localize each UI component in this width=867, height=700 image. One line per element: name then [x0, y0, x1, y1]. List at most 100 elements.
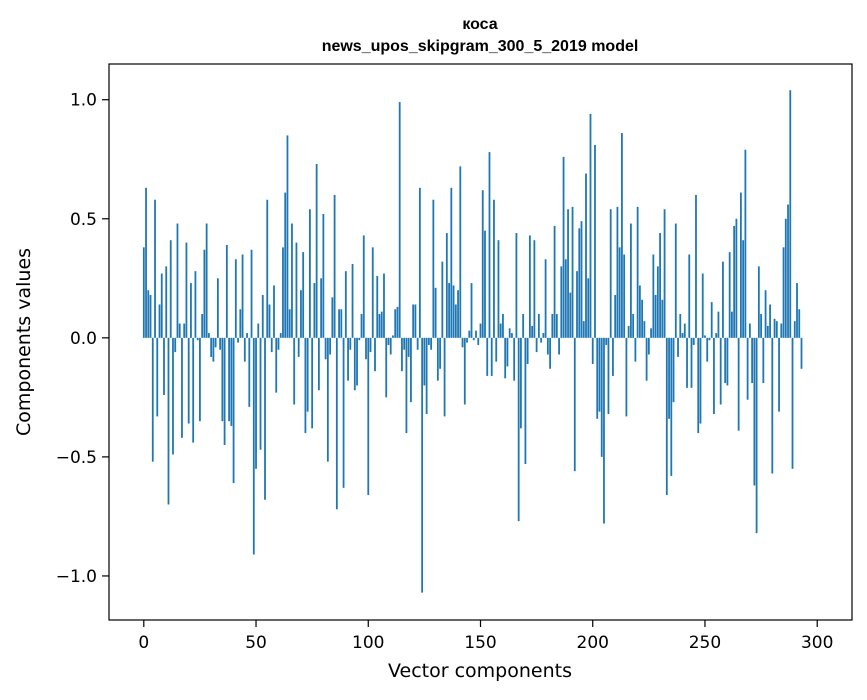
bar-component-205	[603, 337, 605, 524]
bar-component-243	[688, 254, 691, 338]
bar-component-80	[322, 214, 325, 338]
bar-component-199	[589, 114, 592, 338]
bar-component-44	[241, 254, 244, 338]
bar-component-135	[445, 233, 448, 338]
bar-component-198	[587, 278, 590, 338]
bar-component-213	[621, 133, 623, 338]
bar-component-19	[185, 242, 188, 338]
bar-component-57	[270, 337, 273, 353]
bar-component-72	[304, 337, 307, 434]
bar-component-48	[250, 249, 253, 338]
y-tick-label: −0.5	[56, 448, 97, 468]
bar-component-147	[472, 337, 475, 341]
bar-component-89	[342, 337, 345, 488]
bar-component-269	[746, 337, 749, 400]
bar-component-90	[344, 271, 347, 338]
bar-component-82	[326, 337, 329, 462]
bar-component-153	[486, 337, 489, 376]
x-tick-label: 300	[801, 633, 833, 653]
bar-component-65	[288, 309, 291, 338]
bar-component-161	[504, 337, 507, 379]
bar-component-128	[430, 337, 433, 350]
bar-component-182	[551, 314, 554, 338]
bar-component-50	[255, 337, 257, 469]
bar-component-273	[755, 337, 758, 534]
bar-component-152	[484, 230, 486, 338]
x-tick-label: 0	[138, 633, 149, 653]
bar-component-28	[205, 223, 208, 338]
bar-component-270	[748, 323, 751, 338]
bar-component-288	[789, 90, 792, 338]
bar-component-218	[632, 314, 635, 338]
x-tick-label: 150	[464, 633, 496, 653]
x-axis-ticks: 0 50 100 150 200 250 300	[138, 620, 833, 653]
bar-component-52	[259, 337, 262, 450]
bar-component-125	[423, 337, 426, 386]
bar-component-114	[398, 102, 401, 338]
bar-component-45	[243, 337, 246, 362]
bar-component-36	[223, 337, 226, 445]
bar-component-207	[607, 337, 610, 415]
bar-component-193	[576, 271, 578, 338]
bar-component-251	[706, 337, 709, 362]
bar-component-30	[210, 337, 213, 357]
bar-component-291	[796, 283, 798, 338]
bar-component-186	[560, 266, 563, 338]
bar-component-3	[149, 294, 152, 338]
bar-component-2	[147, 290, 150, 338]
bar-component-85	[333, 194, 336, 338]
bar-component-81	[324, 337, 327, 360]
y-tick-label: 1.0	[70, 91, 97, 111]
bar-component-134	[443, 337, 446, 417]
bar-component-93	[351, 264, 354, 338]
bar-component-122	[416, 337, 419, 350]
bar-component-259	[724, 337, 727, 384]
bar-component-4	[151, 337, 154, 462]
bar-component-227	[652, 254, 655, 338]
bar-component-164	[511, 333, 513, 338]
bar-component-255	[715, 333, 718, 338]
bar-component-158	[497, 240, 500, 338]
bar-component-5	[154, 199, 156, 338]
bar-component-148	[475, 330, 477, 338]
bar-component-224	[645, 337, 648, 381]
bar-component-232	[663, 209, 666, 338]
bar-component-12	[169, 240, 172, 338]
bar-component-99	[365, 337, 367, 360]
bar-component-223	[643, 321, 646, 338]
bar-component-222	[641, 299, 644, 338]
bar-component-41	[234, 259, 237, 338]
bar-component-159	[499, 323, 502, 338]
bar-component-189	[567, 209, 569, 338]
bar-component-180	[546, 337, 549, 355]
bar-component-165	[513, 337, 516, 381]
bar-component-202	[596, 337, 599, 419]
bar-component-62	[282, 247, 284, 338]
bar-component-240	[681, 333, 684, 338]
bar-component-225	[647, 337, 650, 355]
bar-component-70	[300, 290, 302, 338]
bar-component-63	[284, 192, 287, 338]
bar-component-257	[719, 337, 722, 405]
bar-component-38	[228, 337, 230, 422]
bar-component-211	[616, 206, 619, 338]
bar-component-258	[722, 261, 724, 338]
bar-component-266	[739, 192, 742, 338]
bar-component-111	[392, 335, 394, 338]
bar-component-124	[421, 337, 424, 593]
bar-component-168	[520, 337, 522, 429]
bar-component-219	[634, 337, 637, 362]
bar-component-64	[286, 135, 289, 338]
x-tick-label: 250	[689, 633, 721, 653]
bar-component-117	[405, 337, 408, 434]
bar-component-18	[183, 323, 186, 338]
bar-component-118	[407, 337, 410, 357]
bar-component-11	[167, 337, 170, 505]
bar-component-274	[757, 266, 760, 338]
bar-component-84	[331, 297, 334, 338]
bar-component-230	[659, 233, 661, 338]
bar-component-196	[582, 321, 585, 338]
bar-component-192	[573, 337, 576, 472]
bar-component-290	[793, 321, 796, 338]
